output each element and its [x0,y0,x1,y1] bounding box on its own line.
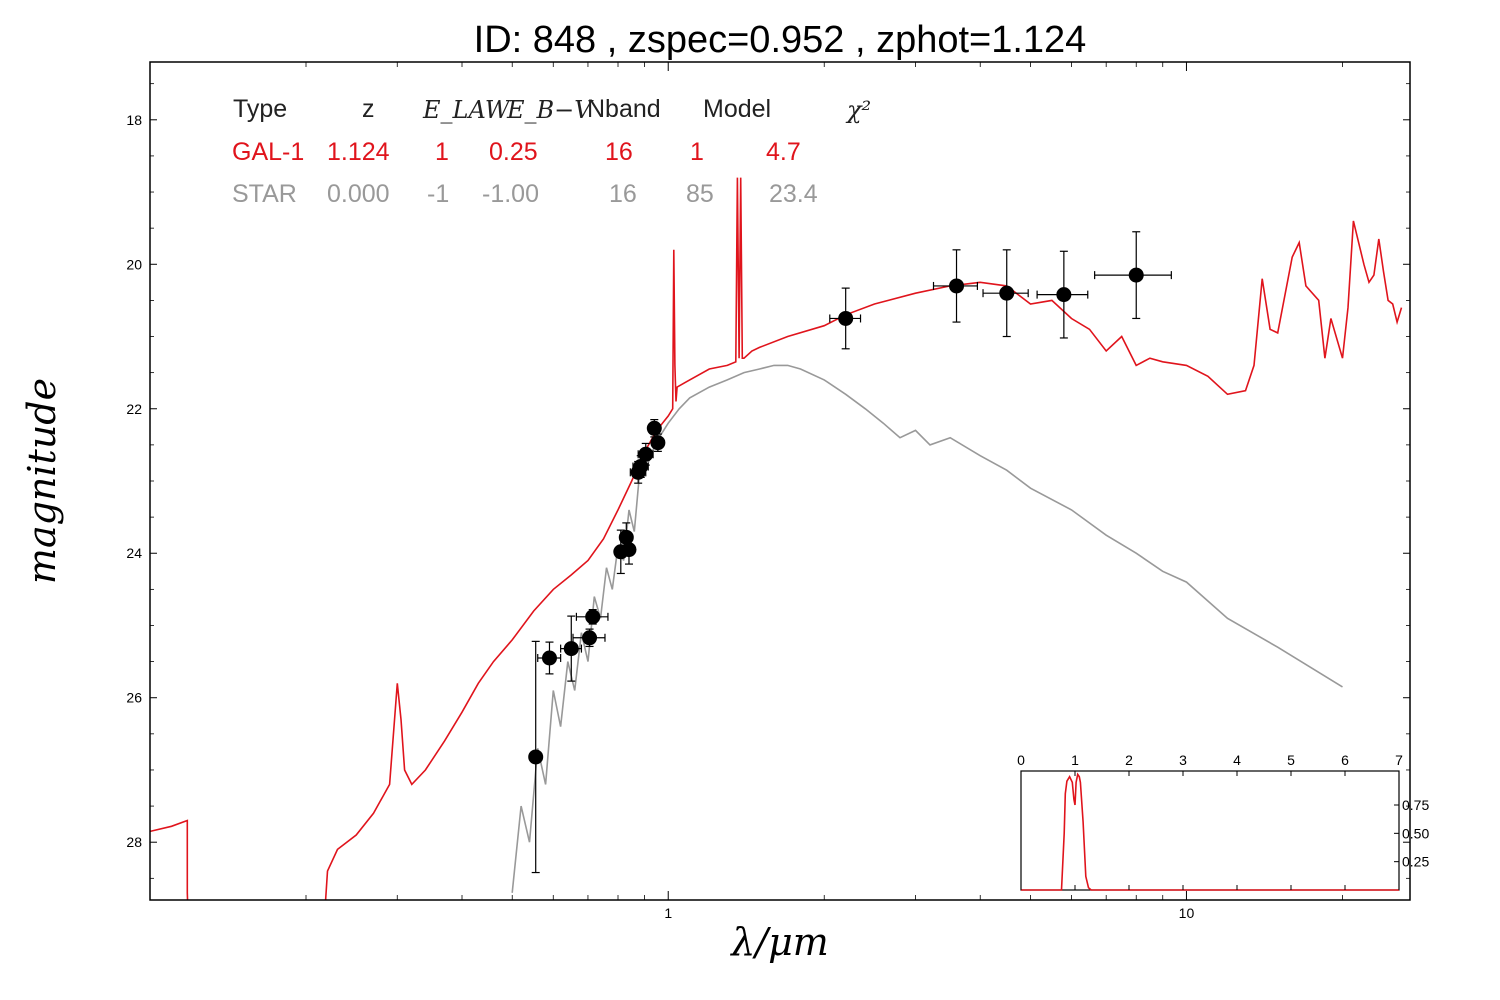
inset-x-tick-label: 0 [1017,752,1025,768]
photometry-point [1094,231,1172,320]
photometry-marker [1056,287,1072,303]
photometry-marker [999,285,1015,301]
legend-row-star-z: 0.000 [327,180,390,208]
redshift-pdf-inset: 0 1 2 3 4 5 6 7 0.25 0.50 0.75 [1017,752,1429,891]
photometry-point [637,442,654,466]
legend-row-gal-chi2: 4.7 [766,138,801,166]
inset-x-tick-label: 4 [1233,752,1241,768]
photometry-point [572,628,606,648]
photometry-point [560,615,583,682]
inset-y-tick-label: 0.25 [1402,854,1429,870]
chart-title: ID: 848 , zspec=0.952 , zphot=1.124 [474,19,1087,61]
photometry-marker [541,650,557,666]
y-tick-label: 28 [126,834,142,850]
legend-row-star-nband: 16 [609,180,637,208]
photometry-marker [585,609,601,625]
photometry-point [618,522,634,553]
legend-header-model: Model [703,95,771,123]
y-tick-label: 18 [126,112,142,128]
legend-row-star-model: 85 [686,180,714,208]
star-model-spectrum-layer [511,364,1343,893]
photometry-point [537,641,562,675]
photometry-point [1036,250,1089,339]
legend-header-chi2: χ² [845,96,871,124]
legend-row-gal-type: GAL-1 [232,138,304,166]
photometry-marker [582,630,598,646]
x-tick-label: 10 [1179,905,1195,921]
photometry-marker [638,446,654,462]
inset-frame [1020,770,1400,891]
y-tick-label: 24 [126,545,142,561]
photometry-point [575,608,609,625]
x-axis-label: λ/μm [729,920,829,964]
legend-row-gal-elaw: 1 [435,138,449,166]
pdf-curve-layer [1021,772,1399,891]
plot-frame [149,61,1411,901]
photometry-point [621,534,637,565]
legend-header-elaw: E_LAW [422,96,512,124]
inset-x-tick-label: 1 [1071,752,1079,768]
photometry-marker [621,542,637,558]
inset-x-tick-label: 2 [1125,752,1133,768]
legend-row-gal-z: 1.124 [327,138,390,166]
inset-y-tick-label: 0.50 [1402,825,1429,841]
legend-row-star-type: STAR [232,180,297,208]
photometry-marker [1128,267,1144,283]
photometry-marker [646,420,662,436]
photometry-point [528,640,544,874]
legend-row-star-elaw: -1 [427,180,449,208]
photometry-marker [838,310,854,326]
pdf-curve [1021,772,1399,891]
photometry-marker [633,459,649,475]
photometry-marker [528,749,544,765]
x-tick-label: 1 [664,905,672,921]
inset-x-tick-label: 6 [1341,752,1349,768]
photometry-marker [949,278,965,294]
y-axis-label: magnitude [20,378,64,584]
legend-row-gal-nband: 16 [605,138,633,166]
legend-header-ebv: E_B−V [506,96,594,124]
inset-x-tick-label: 5 [1287,752,1295,768]
photometry-marker [650,435,666,451]
photometry-marker [618,529,634,545]
legend-table: Type z E_LAW E_B−V Nband Model χ² GAL-1 … [232,95,871,208]
photometry-point [932,249,979,323]
legend-row-gal-ebv: 0.25 [489,138,538,166]
inset-y-tick-label: 0.75 [1402,797,1429,813]
y-tick-label: 20 [126,256,142,272]
legend-row-star-ebv: -1.00 [482,180,539,208]
gal-model-spectrum-layer [150,177,1403,900]
legend-header-z: z [362,95,375,123]
legend-row-star-chi2: 23.4 [769,180,818,208]
legend-row-gal-model: 1 [690,138,704,166]
inset-ticks-layer: 0 1 2 3 4 5 6 7 0.25 0.50 0.75 [1017,752,1429,890]
photometry-marker [563,641,579,657]
legend-header-nband: Nband [587,95,661,123]
photometry-layer [528,231,1172,874]
photometry-point [982,249,1029,338]
legend-header-type: Type [233,95,287,123]
y-tick-label: 22 [126,401,142,417]
photometry-point [650,433,666,452]
gal-model-spectrum [150,177,1403,900]
star-model-spectrum [511,364,1343,893]
photometry-point [829,287,862,350]
inset-x-tick-label: 3 [1179,752,1187,768]
inset-x-tick-label: 7 [1395,752,1403,768]
y-tick-label: 26 [126,690,142,706]
